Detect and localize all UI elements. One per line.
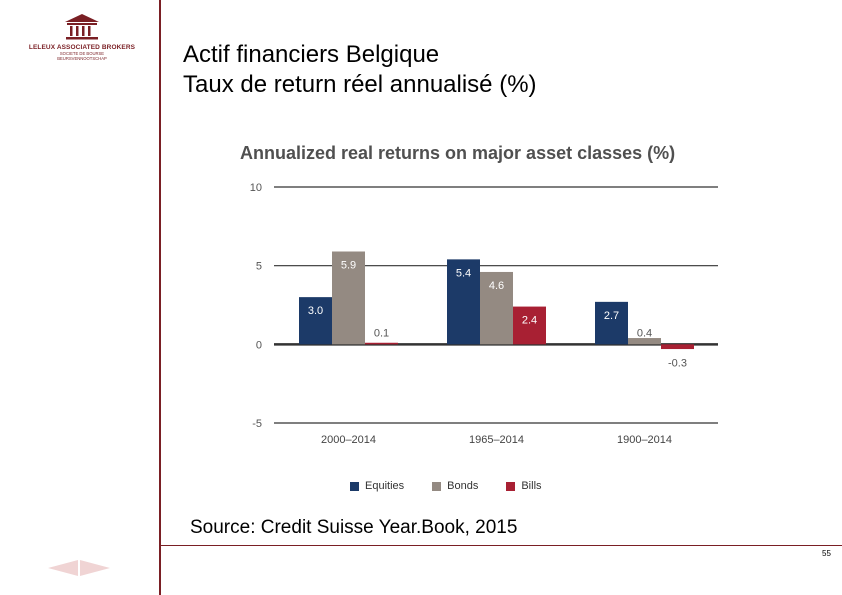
legend-swatch-equities xyxy=(350,481,359,491)
legend-swatch-bonds xyxy=(432,481,442,491)
slide-title: Actif financiers Belgique Taux de return… xyxy=(183,40,537,100)
data-label: 2.4 xyxy=(522,315,537,327)
legend-item-bills: Bills xyxy=(506,480,542,492)
x-category-label: 2000–2014 xyxy=(321,434,376,446)
chart-legend: Equities Bonds Bills xyxy=(350,480,542,492)
data-label: 0.1 xyxy=(374,327,389,339)
bar-equities-0 xyxy=(299,297,332,345)
bar-equities-1 xyxy=(447,259,480,345)
data-label: 5.4 xyxy=(456,267,471,279)
y-tick-label: 0 xyxy=(256,339,262,351)
bar-bonds-0 xyxy=(332,251,365,345)
bar-bonds-2 xyxy=(628,338,661,345)
logo-name: LELEUX ASSOCIATED BROKERS xyxy=(28,44,136,51)
data-label: 2.7 xyxy=(604,310,619,322)
left-accent-rule xyxy=(159,0,161,595)
slide-navigation xyxy=(48,560,110,576)
page-number: 55 xyxy=(822,549,831,558)
bar-chart: 10 5 0 -5 3.0 5.9 0.1 2000–2014 5.4 4.6 2.4 1965–20… xyxy=(250,182,718,446)
legend-label-equities: Equities xyxy=(365,480,405,492)
bar-equities-2 xyxy=(595,301,628,345)
legend-label-bonds: Bonds xyxy=(447,480,479,492)
y-tick-label: 5 xyxy=(256,261,262,273)
bar-bills-2 xyxy=(661,344,694,350)
data-label: -0.3 xyxy=(668,357,687,369)
data-label: 4.6 xyxy=(489,280,504,292)
bar-bills-1 xyxy=(513,306,546,345)
company-logo: LELEUX ASSOCIATED BROKERS SOCIETE DE BOU… xyxy=(14,12,150,74)
source-note: Source: Credit Suisse Year.Book, 2015 xyxy=(190,517,518,538)
logo-subtitle-fr: SOCIETE DE BOURSE xyxy=(59,51,105,56)
logo-subtitle-nl: BEURSVENNOOTSCHAP xyxy=(57,56,107,61)
footer-rule xyxy=(159,545,842,546)
slide-title-line1: Actif financiers Belgique xyxy=(183,41,440,68)
next-arrow-icon[interactable] xyxy=(80,560,110,576)
bar-bonds-1 xyxy=(480,271,513,345)
chart-title: Annualized real returns on major asset c… xyxy=(240,143,676,163)
legend-item-equities: Equities xyxy=(350,480,404,492)
x-category-label: 1965–2014 xyxy=(469,434,524,446)
data-label: 5.9 xyxy=(341,260,356,272)
data-label: 3.0 xyxy=(308,305,323,317)
y-tick-label: -5 xyxy=(252,418,262,430)
slide-title-line2: Taux de return réel annualisé (%) xyxy=(183,71,537,98)
legend-label-bills: Bills xyxy=(521,480,542,492)
legend-swatch-bills xyxy=(506,481,516,491)
x-category-label: 1900–2014 xyxy=(617,434,672,446)
y-tick-label: 10 xyxy=(250,182,262,194)
prev-arrow-icon[interactable] xyxy=(48,560,78,576)
building-logo-icon xyxy=(65,14,99,40)
bar-bills-0 xyxy=(365,342,398,345)
data-label: 0.4 xyxy=(637,327,652,339)
legend-item-bonds: Bonds xyxy=(432,480,478,492)
